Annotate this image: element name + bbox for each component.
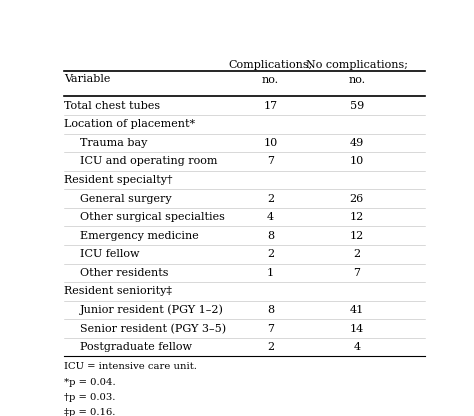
Text: *p = 0.04.: *p = 0.04.: [64, 378, 115, 386]
Text: Complications;: Complications;: [228, 59, 313, 69]
Text: Other surgical specialties: Other surgical specialties: [80, 212, 225, 222]
Text: Location of placement*: Location of placement*: [64, 119, 195, 129]
Text: Junior resident (PGY 1–2): Junior resident (PGY 1–2): [80, 305, 224, 315]
Text: 8: 8: [267, 231, 274, 241]
Text: 12: 12: [350, 212, 364, 222]
Text: ‡p = 0.16.: ‡p = 0.16.: [64, 409, 115, 416]
Text: 10: 10: [350, 156, 364, 166]
Text: 26: 26: [350, 193, 364, 203]
Text: 2: 2: [267, 249, 274, 259]
Text: 14: 14: [350, 324, 364, 334]
Text: Resident seniority‡: Resident seniority‡: [64, 287, 172, 297]
Text: Senior resident (PGY 3–5): Senior resident (PGY 3–5): [80, 324, 226, 334]
Text: 59: 59: [350, 101, 364, 111]
Text: 1: 1: [267, 268, 274, 278]
Text: Postgraduate fellow: Postgraduate fellow: [80, 342, 192, 352]
Text: 7: 7: [267, 156, 274, 166]
Text: Other residents: Other residents: [80, 268, 169, 278]
Text: 7: 7: [267, 324, 274, 334]
Text: 2: 2: [353, 249, 360, 259]
Text: 41: 41: [350, 305, 364, 315]
Text: Total chest tubes: Total chest tubes: [64, 101, 160, 111]
Text: 2: 2: [267, 193, 274, 203]
Text: General surgery: General surgery: [80, 193, 172, 203]
Text: 8: 8: [267, 305, 274, 315]
Text: 17: 17: [264, 101, 278, 111]
Text: 7: 7: [353, 268, 360, 278]
Text: 10: 10: [264, 138, 278, 148]
Text: 12: 12: [350, 231, 364, 241]
Text: ICU = intensive care unit.: ICU = intensive care unit.: [64, 362, 197, 371]
Text: 4: 4: [267, 212, 274, 222]
Text: no.: no.: [348, 75, 365, 85]
Text: No complications;: No complications;: [306, 59, 408, 69]
Text: no.: no.: [262, 75, 279, 85]
Text: †p = 0.03.: †p = 0.03.: [64, 393, 115, 402]
Text: 49: 49: [350, 138, 364, 148]
Text: 4: 4: [353, 342, 360, 352]
Text: ICU fellow: ICU fellow: [80, 249, 140, 259]
Text: Emergency medicine: Emergency medicine: [80, 231, 199, 241]
Text: 2: 2: [267, 342, 274, 352]
Text: ICU and operating room: ICU and operating room: [80, 156, 218, 166]
Text: Variable: Variable: [64, 74, 110, 84]
Text: Resident specialty†: Resident specialty†: [64, 175, 172, 185]
Text: Trauma bay: Trauma bay: [80, 138, 147, 148]
